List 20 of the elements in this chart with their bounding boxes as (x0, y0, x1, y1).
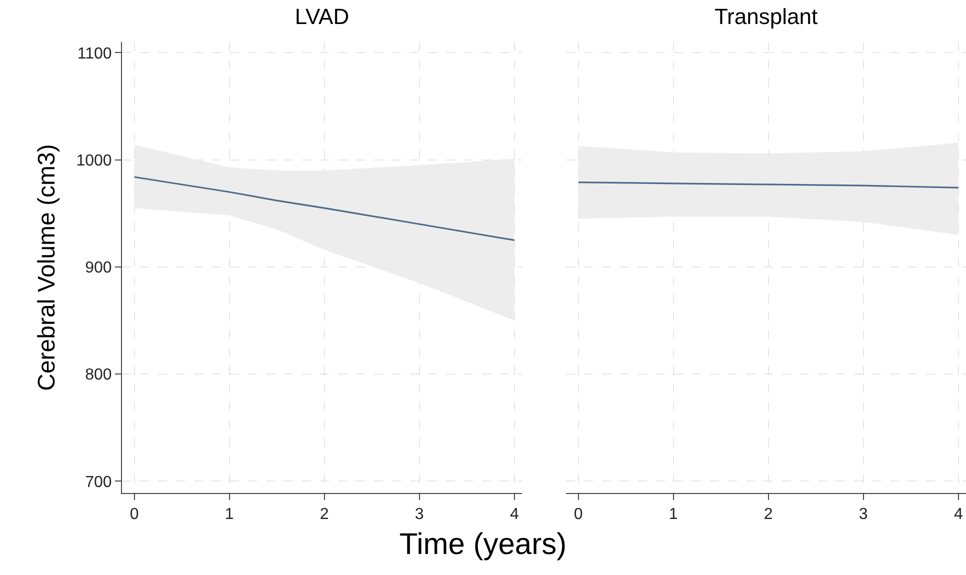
x-tick-label: 4 (954, 506, 963, 524)
x-tick-label: 3 (414, 506, 424, 524)
line-series (134, 176, 516, 241)
chart-title: Transplant (714, 4, 818, 30)
x-tick-label: 4 (510, 506, 519, 524)
x-tick-label: 0 (574, 506, 583, 524)
y-axis-title: Cerebral Volume (cm3) (33, 144, 60, 391)
y-tick-label: 700 (85, 474, 112, 491)
x-tick-label: 1 (224, 506, 234, 524)
y-tick-label: 1000 (76, 152, 112, 170)
x-tick-label: 2 (764, 506, 773, 524)
x-tick-label: 1 (668, 506, 678, 524)
chart-title: LVAD (294, 4, 350, 30)
x-tick-label: 3 (858, 506, 868, 524)
y-tick-label: 1100 (77, 45, 112, 62)
x-axis-title: Time (years) (398, 528, 568, 562)
y-tick-label: 800 (85, 366, 112, 384)
y-tick-label: 900 (85, 260, 112, 277)
x-tick-label: 0 (130, 506, 139, 524)
x-tick-label: 2 (320, 506, 329, 524)
